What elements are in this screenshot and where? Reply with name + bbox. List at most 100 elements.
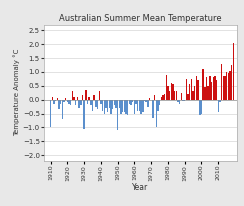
Bar — [197, 80, 199, 100]
Bar — [159, 100, 160, 105]
Bar — [114, 100, 115, 105]
Bar — [216, 80, 217, 100]
Bar — [172, 84, 174, 100]
Bar — [120, 100, 122, 114]
Bar — [125, 100, 127, 114]
Bar — [199, 100, 201, 115]
Bar — [60, 100, 61, 104]
Bar — [70, 100, 71, 105]
Bar — [231, 65, 232, 100]
Bar — [211, 82, 212, 100]
Bar — [135, 100, 137, 104]
Bar — [154, 95, 155, 100]
Bar — [229, 70, 231, 100]
Bar — [204, 87, 205, 100]
Bar — [90, 100, 92, 105]
Bar — [141, 100, 142, 114]
Bar — [189, 84, 191, 100]
Bar — [179, 100, 180, 104]
Bar — [147, 100, 149, 107]
Bar — [93, 95, 95, 100]
Bar — [83, 100, 85, 129]
Bar — [192, 91, 194, 100]
Bar — [206, 77, 207, 100]
Bar — [72, 91, 73, 100]
Bar — [207, 86, 209, 100]
Bar — [142, 100, 143, 112]
Bar — [117, 100, 118, 130]
Bar — [167, 86, 169, 100]
Bar — [137, 100, 139, 111]
Bar — [186, 79, 187, 100]
Bar — [110, 100, 112, 114]
Bar — [68, 100, 70, 104]
Bar — [209, 76, 211, 100]
Bar — [139, 100, 140, 111]
Bar — [87, 100, 88, 104]
Bar — [107, 100, 108, 112]
Bar — [219, 100, 221, 102]
Bar — [196, 76, 197, 100]
Bar — [144, 100, 145, 101]
Bar — [157, 100, 159, 111]
Bar — [171, 83, 172, 100]
Bar — [213, 77, 214, 100]
Bar — [177, 100, 179, 102]
Bar — [85, 90, 87, 100]
Bar — [130, 100, 132, 105]
Bar — [203, 69, 204, 100]
Bar — [77, 97, 78, 100]
Bar — [201, 100, 202, 114]
Bar — [127, 100, 128, 115]
Bar — [187, 94, 189, 100]
Bar — [73, 97, 75, 100]
Bar — [58, 100, 60, 109]
Bar — [149, 98, 150, 100]
X-axis label: Year: Year — [132, 183, 148, 192]
Bar — [102, 100, 103, 111]
Bar — [75, 100, 76, 105]
Bar — [119, 100, 120, 108]
Bar — [92, 100, 93, 111]
Bar — [55, 100, 56, 101]
Bar — [166, 75, 167, 100]
Bar — [224, 76, 226, 100]
Bar — [191, 79, 192, 100]
Bar — [182, 100, 184, 101]
Bar — [124, 100, 125, 112]
Bar — [109, 100, 110, 108]
Bar — [221, 64, 222, 100]
Bar — [105, 100, 107, 108]
Bar — [103, 100, 105, 114]
Bar — [80, 100, 81, 105]
Bar — [51, 97, 53, 100]
Bar — [53, 100, 55, 104]
Bar — [63, 100, 65, 102]
Bar — [57, 98, 58, 100]
Bar — [122, 100, 123, 112]
Bar — [161, 97, 162, 100]
Y-axis label: Temperature Anomaly °C: Temperature Anomaly °C — [13, 49, 20, 136]
Bar — [176, 91, 177, 100]
Bar — [152, 100, 153, 118]
Bar — [181, 93, 182, 100]
Bar — [132, 100, 133, 102]
Bar — [89, 97, 90, 100]
Bar — [226, 72, 227, 100]
Bar — [164, 94, 165, 100]
Bar — [162, 95, 164, 100]
Bar — [100, 100, 102, 104]
Bar — [214, 76, 216, 100]
Bar — [95, 100, 97, 107]
Bar — [218, 100, 219, 112]
Bar — [184, 100, 185, 101]
Bar — [134, 100, 135, 114]
Bar — [62, 100, 63, 119]
Bar — [233, 43, 234, 100]
Bar — [174, 91, 175, 100]
Bar — [155, 100, 157, 127]
Bar — [82, 95, 83, 100]
Bar — [145, 100, 147, 102]
Bar — [194, 86, 195, 100]
Bar — [65, 98, 66, 100]
